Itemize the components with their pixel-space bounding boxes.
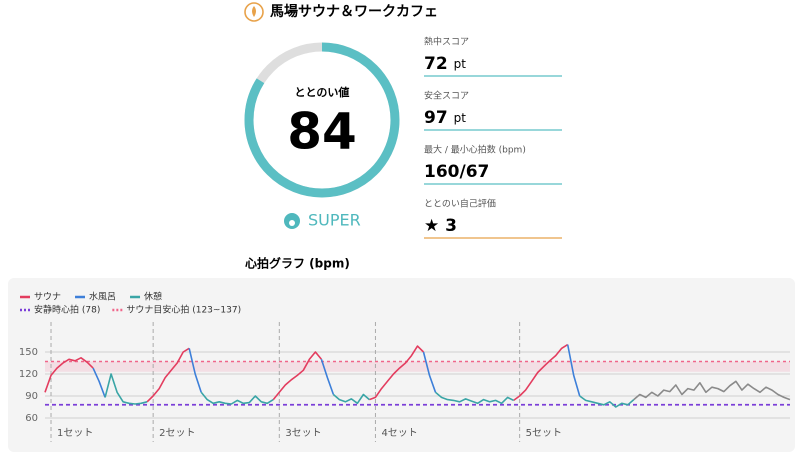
target-band: [45, 361, 790, 372]
metric-unit: pt: [454, 111, 467, 125]
chart-card: [8, 278, 795, 452]
hr-line: [633, 380, 791, 401]
legend-label: サウナ目安心拍 (123~137): [126, 304, 241, 316]
y-tick-label: 90: [25, 391, 38, 402]
place-icon: [244, 2, 264, 22]
score-label: ととのい値: [295, 85, 350, 99]
metric-value: ★ 3: [424, 216, 457, 236]
set-label: 5セット: [526, 427, 562, 439]
set-label: 4セット: [381, 427, 417, 439]
metric-label: 最大 / 最小心拍数 (bpm): [424, 144, 526, 156]
metric-number: 97: [424, 108, 448, 128]
metric-label: 安全スコア: [424, 90, 469, 102]
y-tick-label: 60: [25, 413, 38, 424]
metric-value: 97 pt: [424, 108, 466, 128]
set-label: 1セット: [57, 427, 93, 439]
metric-number: 160/67: [424, 162, 489, 182]
hr-line: [104, 373, 635, 408]
hr-line: [44, 343, 569, 403]
section-title: 心拍グラフ (bpm): [245, 256, 350, 271]
legend-label: サウナ: [34, 292, 61, 303]
legend-label: 水風呂: [89, 291, 116, 303]
gauge-arc: [244, 42, 400, 198]
metric-label: 熱中スコア: [424, 36, 469, 48]
set-label: 3セット: [285, 427, 321, 439]
legend-label: 休憩: [144, 291, 162, 303]
metric-value: 72 pt: [424, 54, 466, 74]
place-title: 馬場サウナ＆ワークカフェ: [270, 3, 438, 20]
score-value: 84: [287, 103, 357, 161]
metric-number: ★ 3: [424, 216, 457, 236]
metric-value: 160/67: [424, 162, 489, 182]
y-tick-label: 120: [19, 369, 38, 380]
y-tick-label: 150: [19, 347, 38, 358]
legend-label: 安静時心拍 (78): [34, 304, 100, 316]
set-label: 2セット: [159, 427, 195, 439]
rank-icon: [284, 213, 300, 229]
hr-line: [92, 344, 581, 398]
metric-unit: pt: [454, 57, 467, 71]
rank: SUPER: [308, 211, 361, 230]
metric-label: ととのい自己評価: [424, 198, 496, 210]
metric-number: 72: [424, 54, 448, 74]
